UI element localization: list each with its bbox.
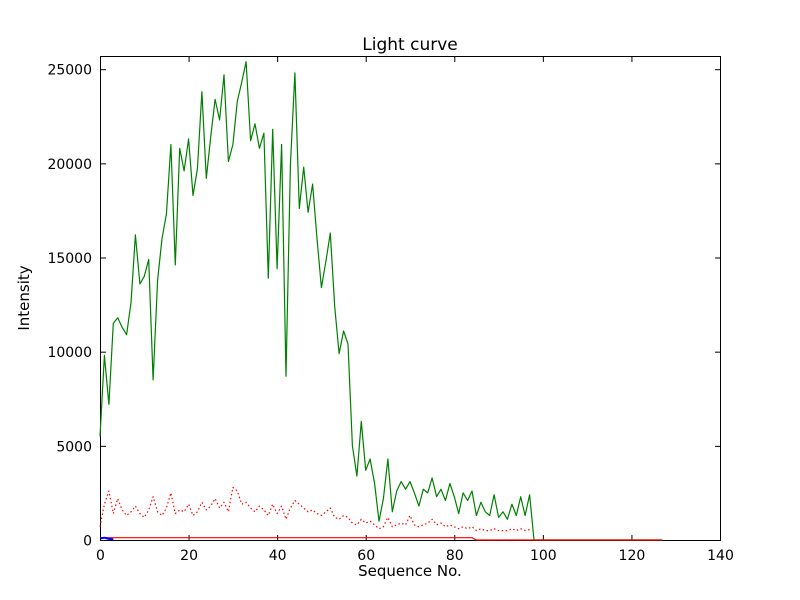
x-tick-label: 40 <box>269 548 287 564</box>
x-tick-label: 80 <box>446 548 464 564</box>
plot-frame <box>100 56 721 541</box>
series-start-blue-solid <box>99 536 114 541</box>
y-tick-label: 20000 <box>47 157 92 173</box>
x-tick-label: 60 <box>357 548 375 564</box>
series-intensity-green-solid <box>99 60 663 541</box>
y-tick-label: 10000 <box>47 345 92 361</box>
chart-title: Light curve <box>362 35 458 55</box>
x-axis-label: Sequence No. <box>358 562 462 580</box>
x-tick-label: 0 <box>96 548 105 564</box>
series-baseline-red-solid <box>100 537 663 541</box>
y-axis-label: Intensity <box>15 265 33 331</box>
x-tick-label: 140 <box>707 548 734 564</box>
y-tick-label: 15000 <box>47 251 92 267</box>
y-tick-label: 5000 <box>56 439 92 455</box>
x-tick-label: 120 <box>619 548 646 564</box>
y-tick-label: 0 <box>83 534 92 550</box>
series-background-red-dotted <box>99 486 530 532</box>
x-tick-label: 20 <box>180 548 198 564</box>
x-tick-label: 100 <box>530 548 557 564</box>
y-tick-label: 25000 <box>47 63 92 79</box>
